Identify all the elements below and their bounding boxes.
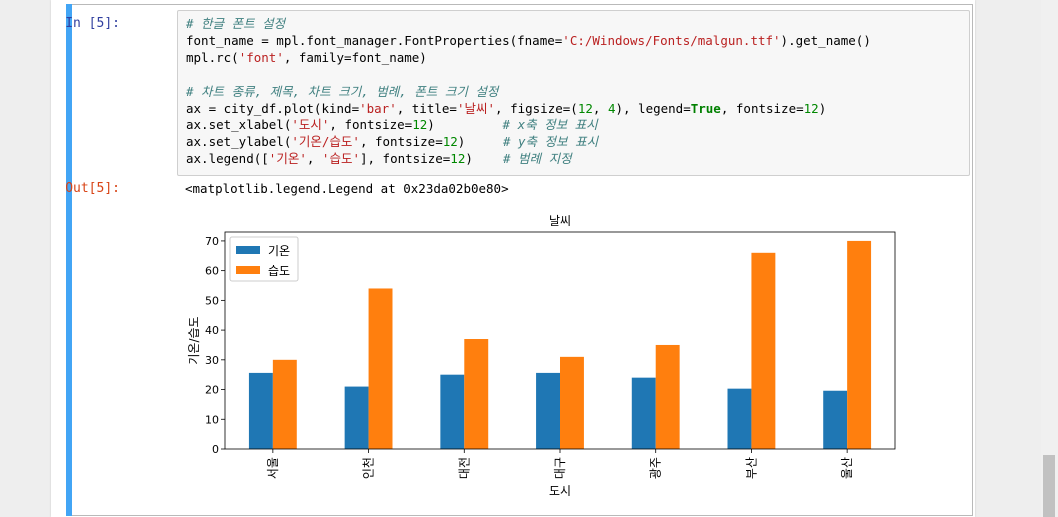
bar-1-3: [560, 356, 584, 449]
code-editor[interactable]: # 한글 폰트 설정 font_name = mpl.font_manager.…: [177, 10, 970, 176]
code-token: , fontsize=: [720, 100, 804, 116]
code-token: , figsize=(: [495, 100, 578, 116]
legend-label: 기온: [268, 244, 290, 258]
code-string: 'bar': [359, 100, 397, 116]
bar-1-6: [847, 240, 872, 449]
y-tick-label: 0: [212, 443, 219, 456]
code-string: 'font': [238, 49, 284, 65]
code-token: ax.set_xlabel(: [186, 117, 292, 133]
chart-title: 날씨: [549, 214, 571, 228]
vertical-scrollbar[interactable]: [1041, 0, 1058, 517]
code-token: ): [427, 117, 503, 133]
code-text: # 한글 폰트 설정 font_name = mpl.font_manager.…: [186, 16, 871, 168]
code-string: '날씨': [456, 100, 496, 116]
code-token: ): [818, 100, 827, 116]
bar-1-2: [464, 339, 489, 449]
code-string: '기온': [268, 151, 307, 167]
code-comment: # 차트 종류, 제목, 차트 크기, 범례, 폰트 크기 설정: [186, 83, 499, 99]
legend-label: 습도: [268, 264, 290, 278]
code-token: , family=font_name): [283, 49, 427, 65]
code-token: ,: [592, 100, 608, 116]
bar-0-5: [727, 388, 752, 449]
y-tick-label: 60: [205, 265, 219, 278]
y-tick-label: 70: [205, 235, 219, 248]
code-number: 12: [442, 134, 458, 150]
code-token: ], fontsize=: [359, 151, 451, 167]
bar-1-5: [751, 252, 776, 449]
cell-selection-bar: [66, 4, 72, 516]
bar-0-4: [631, 377, 656, 449]
plot-frame: [224, 231, 896, 450]
output-text: <matplotlib.legend.Legend at 0x23da02b0e…: [185, 181, 509, 196]
code-number: 12: [450, 151, 466, 167]
code-number: 12: [412, 117, 428, 133]
x-tick-label: 부산: [744, 457, 758, 479]
code-comment: # 범례 지정: [503, 151, 572, 167]
x-tick-label: 광주: [649, 457, 663, 479]
x-tick-label: 울산: [840, 457, 854, 479]
code-token: ,: [306, 151, 322, 167]
y-tick-label: 10: [205, 413, 219, 426]
x-tick-label: 인천: [361, 457, 376, 479]
y-tick-label: 20: [205, 384, 219, 397]
y-tick-label: 40: [205, 324, 219, 337]
code-comment: # 한글 폰트 설정: [186, 16, 286, 31]
x-axis-label: 도시: [549, 484, 571, 498]
code-string: 'C:/Windows/Fonts/malgun.ttf': [562, 32, 781, 48]
code-token: ax.legend([: [186, 151, 269, 167]
bar-0-3: [536, 372, 560, 449]
scrollbar-thumb[interactable]: [1043, 455, 1055, 517]
code-token: ): [457, 134, 503, 150]
code-token: ).get_name(): [780, 32, 871, 48]
input-prompt: In [5]:: [65, 16, 120, 31]
code-token: ), legend=: [615, 100, 691, 116]
bar-0-1: [344, 386, 369, 449]
code-keyword: True: [690, 100, 721, 116]
code-token: mpl.rc(: [186, 49, 239, 65]
code-token: ax = city_df.plot(kind=: [186, 100, 360, 116]
y-tick-label: 50: [205, 294, 219, 307]
code-token: ax.set_ylabel(: [186, 134, 292, 150]
legend-swatch: [236, 266, 260, 274]
code-token: , fontsize=: [359, 134, 443, 150]
bar-1-0: [272, 359, 297, 449]
code-token: ): [465, 151, 503, 167]
code-token: , fontsize=: [329, 117, 413, 133]
code-token: font_name = mpl.font_manager.FontPropert…: [186, 32, 563, 48]
x-tick-label: 대구: [553, 457, 567, 479]
output-prompt: Out[5]:: [65, 181, 120, 196]
code-string: '습도': [321, 151, 360, 167]
code-comment: # x축 정보 표시: [502, 117, 598, 133]
y-axis-label: 기온/습도: [187, 316, 201, 364]
code-number: 12: [803, 100, 819, 116]
bar-1-1: [368, 288, 393, 449]
bar-1-4: [655, 344, 680, 449]
x-tick-label: 대전: [457, 457, 471, 479]
code-token: , title=: [396, 100, 457, 116]
x-tick-label: 서울: [266, 457, 280, 479]
bar-0-6: [823, 390, 848, 449]
bar-0-0: [248, 372, 273, 449]
legend-swatch: [236, 246, 260, 254]
y-tick-label: 30: [205, 354, 219, 367]
code-comment: # y축 정보 표시: [502, 134, 599, 150]
code-string: '기온/습도': [291, 134, 360, 150]
code-number: 12: [577, 100, 593, 116]
code-number: 4: [607, 100, 616, 116]
code-string: '도시': [291, 117, 330, 133]
bar-0-2: [440, 374, 465, 449]
